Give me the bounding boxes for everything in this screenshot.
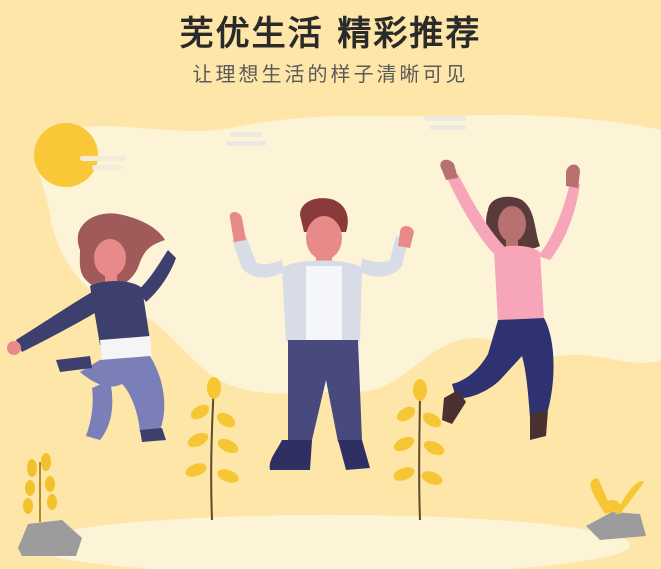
sun-icon bbox=[34, 123, 98, 187]
plant-icon bbox=[185, 377, 239, 521]
page-title: 芜优生活 精彩推荐 bbox=[179, 14, 482, 54]
cloud-icon bbox=[80, 156, 126, 170]
jumping-woman-left bbox=[7, 213, 176, 442]
jumping-man-middle bbox=[229, 198, 414, 470]
page-subtitle: 让理想生活的样子清晰可见 bbox=[192, 62, 469, 86]
ground bbox=[30, 515, 630, 569]
plant-icon bbox=[590, 478, 644, 514]
plant-icon bbox=[23, 453, 57, 522]
cloud-icon bbox=[226, 132, 266, 146]
rock-icon bbox=[18, 520, 82, 556]
cloud-icon bbox=[424, 116, 466, 130]
jumping-woman-right bbox=[440, 159, 580, 440]
plant-icon bbox=[393, 379, 445, 521]
rock-icon bbox=[586, 512, 646, 540]
